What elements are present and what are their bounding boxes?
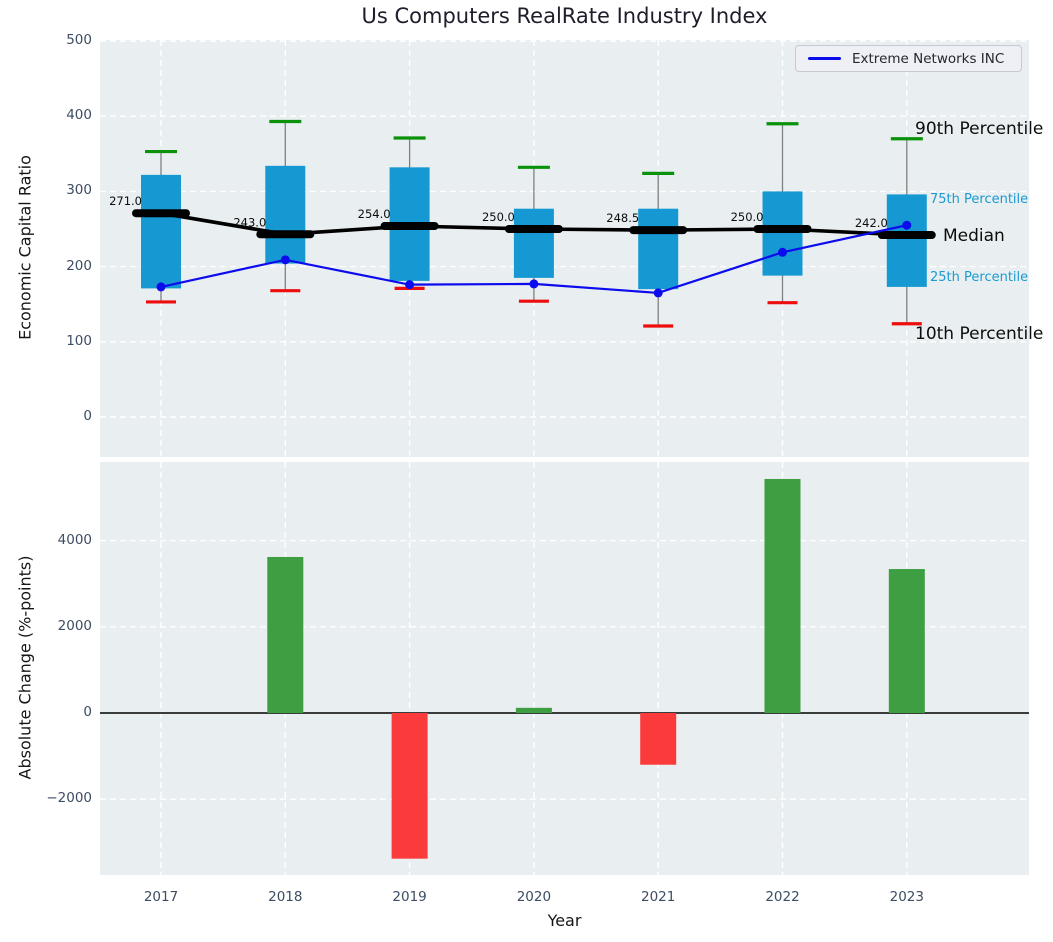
top-y-tick-label: 500 — [66, 32, 92, 48]
legend-line-sample — [808, 57, 841, 60]
median-marker — [380, 221, 439, 230]
legend: Extreme Networks INC — [795, 45, 1022, 72]
bottom-y-tick-label: 4000 — [57, 531, 92, 548]
x-tick-label: 2018 — [268, 889, 303, 905]
percentile-box — [265, 165, 306, 264]
median-value-label: 243.0 — [233, 215, 266, 229]
company-point — [902, 220, 912, 230]
x-tick-label: 2021 — [641, 889, 676, 905]
median-value-label: 242.0 — [855, 216, 888, 230]
bottom-y-tick-label: 2000 — [57, 617, 92, 634]
top-y-tick-label: 300 — [66, 182, 92, 199]
percentile-box — [638, 208, 679, 290]
x-tick-label: 2019 — [392, 889, 427, 905]
top-axes-panel: 271.0 243.0 254.0 250.0 248.5 250.0 242.0 — [100, 40, 1029, 457]
company-point — [653, 288, 663, 298]
bar-positive — [267, 556, 304, 713]
annotation-75th-percentile: 75th Percentile — [930, 192, 1029, 207]
bar-negative — [391, 713, 428, 859]
top-y-tick-label: 200 — [66, 257, 92, 274]
bar-positive — [515, 707, 552, 713]
median-value-label: 248.5 — [606, 211, 639, 225]
annotation-25th-percentile: 25th Percentile — [930, 270, 1029, 285]
annotation-90th-percentile: 90th Percentile — [915, 119, 1044, 139]
bar-negative — [640, 713, 677, 765]
annotation-median: Median — [943, 226, 1005, 246]
top-y-tick-label: 100 — [66, 332, 92, 349]
bar-positive — [764, 478, 801, 713]
x-tick-label: 2020 — [516, 889, 552, 905]
bottom-y-tick-label: −2000 — [46, 790, 92, 807]
company-point — [405, 280, 415, 290]
company-point — [529, 279, 539, 289]
median-value-label: 271.0 — [109, 194, 142, 208]
median-marker — [256, 230, 315, 239]
bottom-y-tick-label: 0 — [83, 704, 92, 720]
top-y-tick-label: 0 — [83, 408, 92, 424]
median-marker — [877, 231, 936, 240]
chart-title: Us Computers RealRate Industry Index — [361, 4, 768, 28]
percentile-box — [886, 194, 927, 287]
percentile-box — [762, 191, 803, 276]
median-value-label: 250.0 — [482, 210, 515, 224]
x-tick-label: 2023 — [889, 889, 924, 905]
x-tick-label: 2017 — [143, 889, 179, 905]
bottom-axes-panel — [100, 462, 1029, 875]
bottom-y-axis-label: Absolute Change (%-points) — [15, 555, 35, 780]
bar-positive — [888, 569, 925, 713]
company-point — [778, 247, 787, 257]
percentile-box — [513, 208, 554, 278]
median-marker — [629, 226, 688, 235]
median-value-label: 250.0 — [731, 210, 764, 224]
annotation-10th-percentile: 10th Percentile — [915, 324, 1044, 344]
median-marker — [753, 225, 812, 233]
x-tick-label: 2022 — [765, 889, 800, 905]
median-value-label: 254.0 — [358, 207, 391, 221]
top-y-axis-label: Economic Capital Ratio — [15, 155, 35, 340]
percentile-box — [141, 174, 181, 289]
legend-label: Extreme Networks INC — [852, 50, 1005, 67]
median-marker — [504, 225, 563, 233]
company-point — [156, 282, 166, 292]
company-point — [280, 255, 290, 265]
top-plot-canvas: 271.0 243.0 254.0 250.0 248.5 250.0 242.0 — [100, 40, 1029, 457]
top-y-tick-label: 400 — [66, 107, 92, 124]
median-marker — [132, 209, 190, 218]
x-axis-label: Year — [547, 911, 582, 930]
bottom-plot-canvas — [100, 462, 1029, 875]
